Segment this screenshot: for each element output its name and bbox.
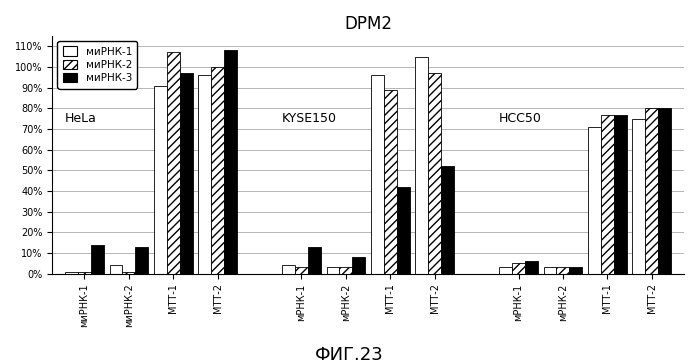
Bar: [601, 115, 614, 274]
Bar: [397, 187, 410, 274]
Bar: [415, 57, 428, 274]
Bar: [352, 257, 366, 274]
Bar: [282, 265, 295, 274]
Bar: [78, 272, 91, 274]
Bar: [556, 268, 570, 274]
Bar: [154, 86, 167, 274]
Bar: [326, 268, 340, 274]
Bar: [614, 115, 627, 274]
Bar: [441, 166, 454, 274]
Text: KYSE150: KYSE150: [282, 112, 337, 126]
Bar: [588, 127, 601, 274]
Bar: [110, 265, 122, 274]
Bar: [136, 247, 148, 274]
Bar: [658, 108, 671, 274]
Legend: миРНК-1, миРНК-2, миРНК-3: миРНК-1, миРНК-2, миРНК-3: [57, 41, 137, 88]
Bar: [428, 73, 441, 274]
Title: DPM2: DPM2: [344, 15, 392, 33]
Bar: [308, 247, 321, 274]
Bar: [211, 67, 224, 274]
Bar: [340, 268, 352, 274]
Bar: [91, 245, 103, 274]
Bar: [65, 272, 78, 274]
Bar: [167, 52, 180, 274]
Bar: [645, 108, 658, 274]
Text: HCC50: HCC50: [499, 112, 542, 126]
Text: ФИГ.23: ФИГ.23: [315, 347, 384, 364]
Bar: [512, 263, 525, 274]
Bar: [224, 51, 237, 274]
Bar: [544, 268, 556, 274]
Bar: [371, 75, 384, 274]
Bar: [295, 268, 308, 274]
Bar: [633, 119, 645, 274]
Bar: [199, 75, 211, 274]
Bar: [499, 268, 512, 274]
Bar: [122, 272, 136, 274]
Bar: [570, 268, 582, 274]
Bar: [180, 73, 193, 274]
Text: HeLa: HeLa: [65, 112, 97, 126]
Bar: [384, 90, 397, 274]
Bar: [525, 261, 538, 274]
